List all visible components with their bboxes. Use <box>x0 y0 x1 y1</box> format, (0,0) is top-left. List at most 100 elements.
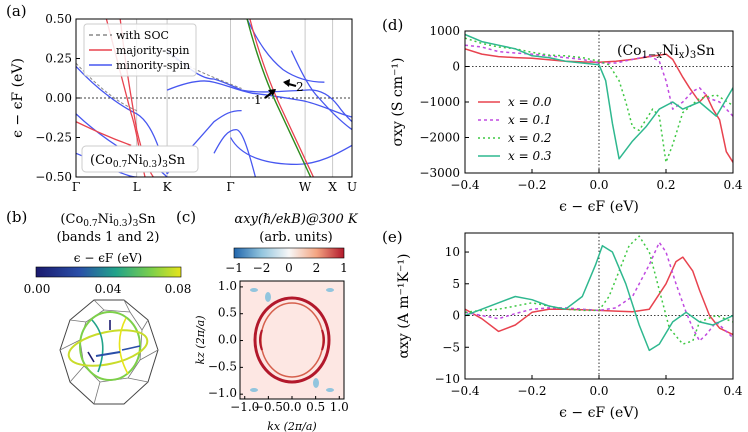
y-tick-label: 0.0 <box>218 333 237 347</box>
alpha-xy-plot <box>465 233 733 379</box>
series-line <box>465 241 733 342</box>
soc-band-line <box>166 53 242 89</box>
colorbar-c <box>233 247 345 259</box>
y-tick-label: 0 <box>452 309 460 323</box>
bz-title: (Co0.7Ni0.3)3Sn <box>60 212 156 229</box>
composition-box-a: (Co0.7Ni0.3)3Sn <box>81 145 199 173</box>
y-tick-label: −10 <box>435 372 460 386</box>
legend-a: with SOC majority-spin minority-spin <box>83 23 197 77</box>
y-tick-label: −1.0 <box>208 386 237 400</box>
heatmap-blue-spot <box>250 288 258 292</box>
colorbar-b <box>35 266 182 278</box>
x-tick-label: 0.2 <box>656 178 675 192</box>
colorbar-b-tick: 0.04 <box>95 282 122 296</box>
soc-band-line <box>76 62 137 112</box>
colorbar-c-ticks: −1 −2 0 2 1 <box>225 261 348 275</box>
colorbar-c-tick: 1 <box>340 261 348 275</box>
panel-label-e: (e) <box>382 228 403 246</box>
y-tick-label: 1.0 <box>218 279 237 293</box>
y-tick-label: −0.50 <box>35 170 72 184</box>
xlabel-e: ϵ − ϵF (eV) <box>559 405 639 421</box>
series-line <box>465 235 733 345</box>
y-tick-label: 10 <box>445 245 460 259</box>
heatmap-background <box>240 281 344 399</box>
y-tick-label: −0.25 <box>35 131 72 145</box>
x-tick-label: 0.0 <box>589 178 608 192</box>
ylabel-e: αxy (A m⁻¹K⁻¹) <box>396 254 412 359</box>
band-arrow-1: 1 <box>254 89 276 107</box>
heatmap-ring-outer <box>253 296 331 384</box>
heatmap-title: αxy(ℏ/ekB)@300 K <box>234 212 358 227</box>
y-tick-label: 5 <box>452 277 460 291</box>
svg-text:1: 1 <box>254 93 262 107</box>
kpoint-label: K <box>163 180 173 194</box>
kpoint-label: U <box>347 180 357 194</box>
y-tick-label: −1000 <box>419 95 460 109</box>
ylabel-c: kz (2π/a) <box>194 315 207 364</box>
legend-d: x = 0.0 x = 0.1 x = 0.2 x = 0.3 <box>478 95 552 163</box>
x-tick-label: 0.0 <box>282 400 301 414</box>
x-tick-label: 0.5 <box>306 400 325 414</box>
y-tick-label: −0.5 <box>208 359 237 373</box>
band-line <box>290 50 352 131</box>
colorbar-b-tick: 0.00 <box>24 282 51 296</box>
series-line <box>465 44 733 117</box>
bz-subtitle: (bands 1 and 2) <box>57 230 160 245</box>
band-line <box>246 19 312 177</box>
legend-entry: x = 0.3 <box>508 149 552 163</box>
panel-a: (a) −0.50 −0.25 0.00 0.25 0.50 Γ L K Γ W X U ϵ − ϵF… <box>6 2 357 194</box>
kpoint-label: Γ <box>226 180 234 194</box>
series-line <box>465 48 733 163</box>
composition-d: (Co1−xNix)3Sn <box>617 43 715 61</box>
series-line <box>465 256 733 336</box>
axes-d: −0.4 −0.2 0.0 0.2 0.4 1000 0 −1000 −2000 −3000 <box>419 24 742 192</box>
heatmap-hotspot <box>259 329 263 351</box>
heatmap-blue-spot <box>326 388 334 392</box>
panel-label-c: (c) <box>176 208 196 226</box>
band-line <box>230 137 352 166</box>
panel-b: (b) (Co0.7Ni0.3)3Sn (bands 1 and 2) ϵ − … <box>6 208 192 405</box>
x-tick-label: −0.2 <box>517 384 546 398</box>
panel-label-b: (b) <box>6 208 27 226</box>
kpoint-label: W <box>299 180 312 194</box>
panel-label-d: (d) <box>382 16 403 34</box>
heatmap-blue-spot <box>326 288 334 292</box>
colorbar-c-tick: −1 <box>225 261 243 275</box>
x-tick-label: −0.2 <box>517 178 546 192</box>
heatmap-plot <box>239 280 345 400</box>
y-tick-label: −2000 <box>419 131 460 145</box>
band-line <box>76 121 132 147</box>
y-tick-label: −5 <box>442 340 460 354</box>
legend-entry: x = 0.2 <box>508 131 552 145</box>
sigma-xy-plot <box>465 31 733 173</box>
svg-text:(Co0.7Ni0.3)3Sn: (Co0.7Ni0.3)3Sn <box>90 153 186 170</box>
colorbar-c-tick: −2 <box>253 261 271 275</box>
ylabel-a: ϵ − ϵF (eV) <box>10 58 26 138</box>
xlabel-c: kx (2π/a) <box>267 420 316 432</box>
colorbar-b-tick: 0.08 <box>165 282 192 296</box>
heatmap-blue-spot <box>250 388 258 392</box>
brillouin-zone <box>59 299 159 405</box>
band-line <box>166 50 352 123</box>
heatmap-subtitle: (arb. units) <box>259 230 333 245</box>
band-line <box>246 19 325 83</box>
y-tick-label: 1000 <box>429 24 460 38</box>
axes-c: −1.0 1.0 −0.5 0.5 0.0 0.0 0.5 −0.5 1.0 −1.0 <box>208 279 349 414</box>
band-line <box>213 128 257 177</box>
colorbar-c-tick: 0 <box>285 261 293 275</box>
panel-e: (e) −0.4 −0.2 0.0 0.2 0.4 10 5 0 −5 −10 αxy (A m⁻… <box>382 228 743 421</box>
y-tick-label: 0.50 <box>45 12 72 26</box>
band-arrow-2: 2 <box>283 79 304 94</box>
y-tick-label: 0.5 <box>218 306 237 320</box>
x-tick-label: −0.4 <box>450 384 480 398</box>
kpoint-label: X <box>328 180 337 194</box>
legend-majority: majority-spin <box>116 44 189 57</box>
ylabel-d: σxy (S cm⁻¹) <box>390 58 406 147</box>
x-tick-label: −0.5 <box>254 400 283 414</box>
x-tick-label: 0.4 <box>723 384 742 398</box>
panel-label-a: (a) <box>6 2 27 20</box>
x-tick-label: −1.0 <box>230 400 259 414</box>
kpoint-label: L <box>133 180 141 194</box>
band-line <box>166 80 352 118</box>
